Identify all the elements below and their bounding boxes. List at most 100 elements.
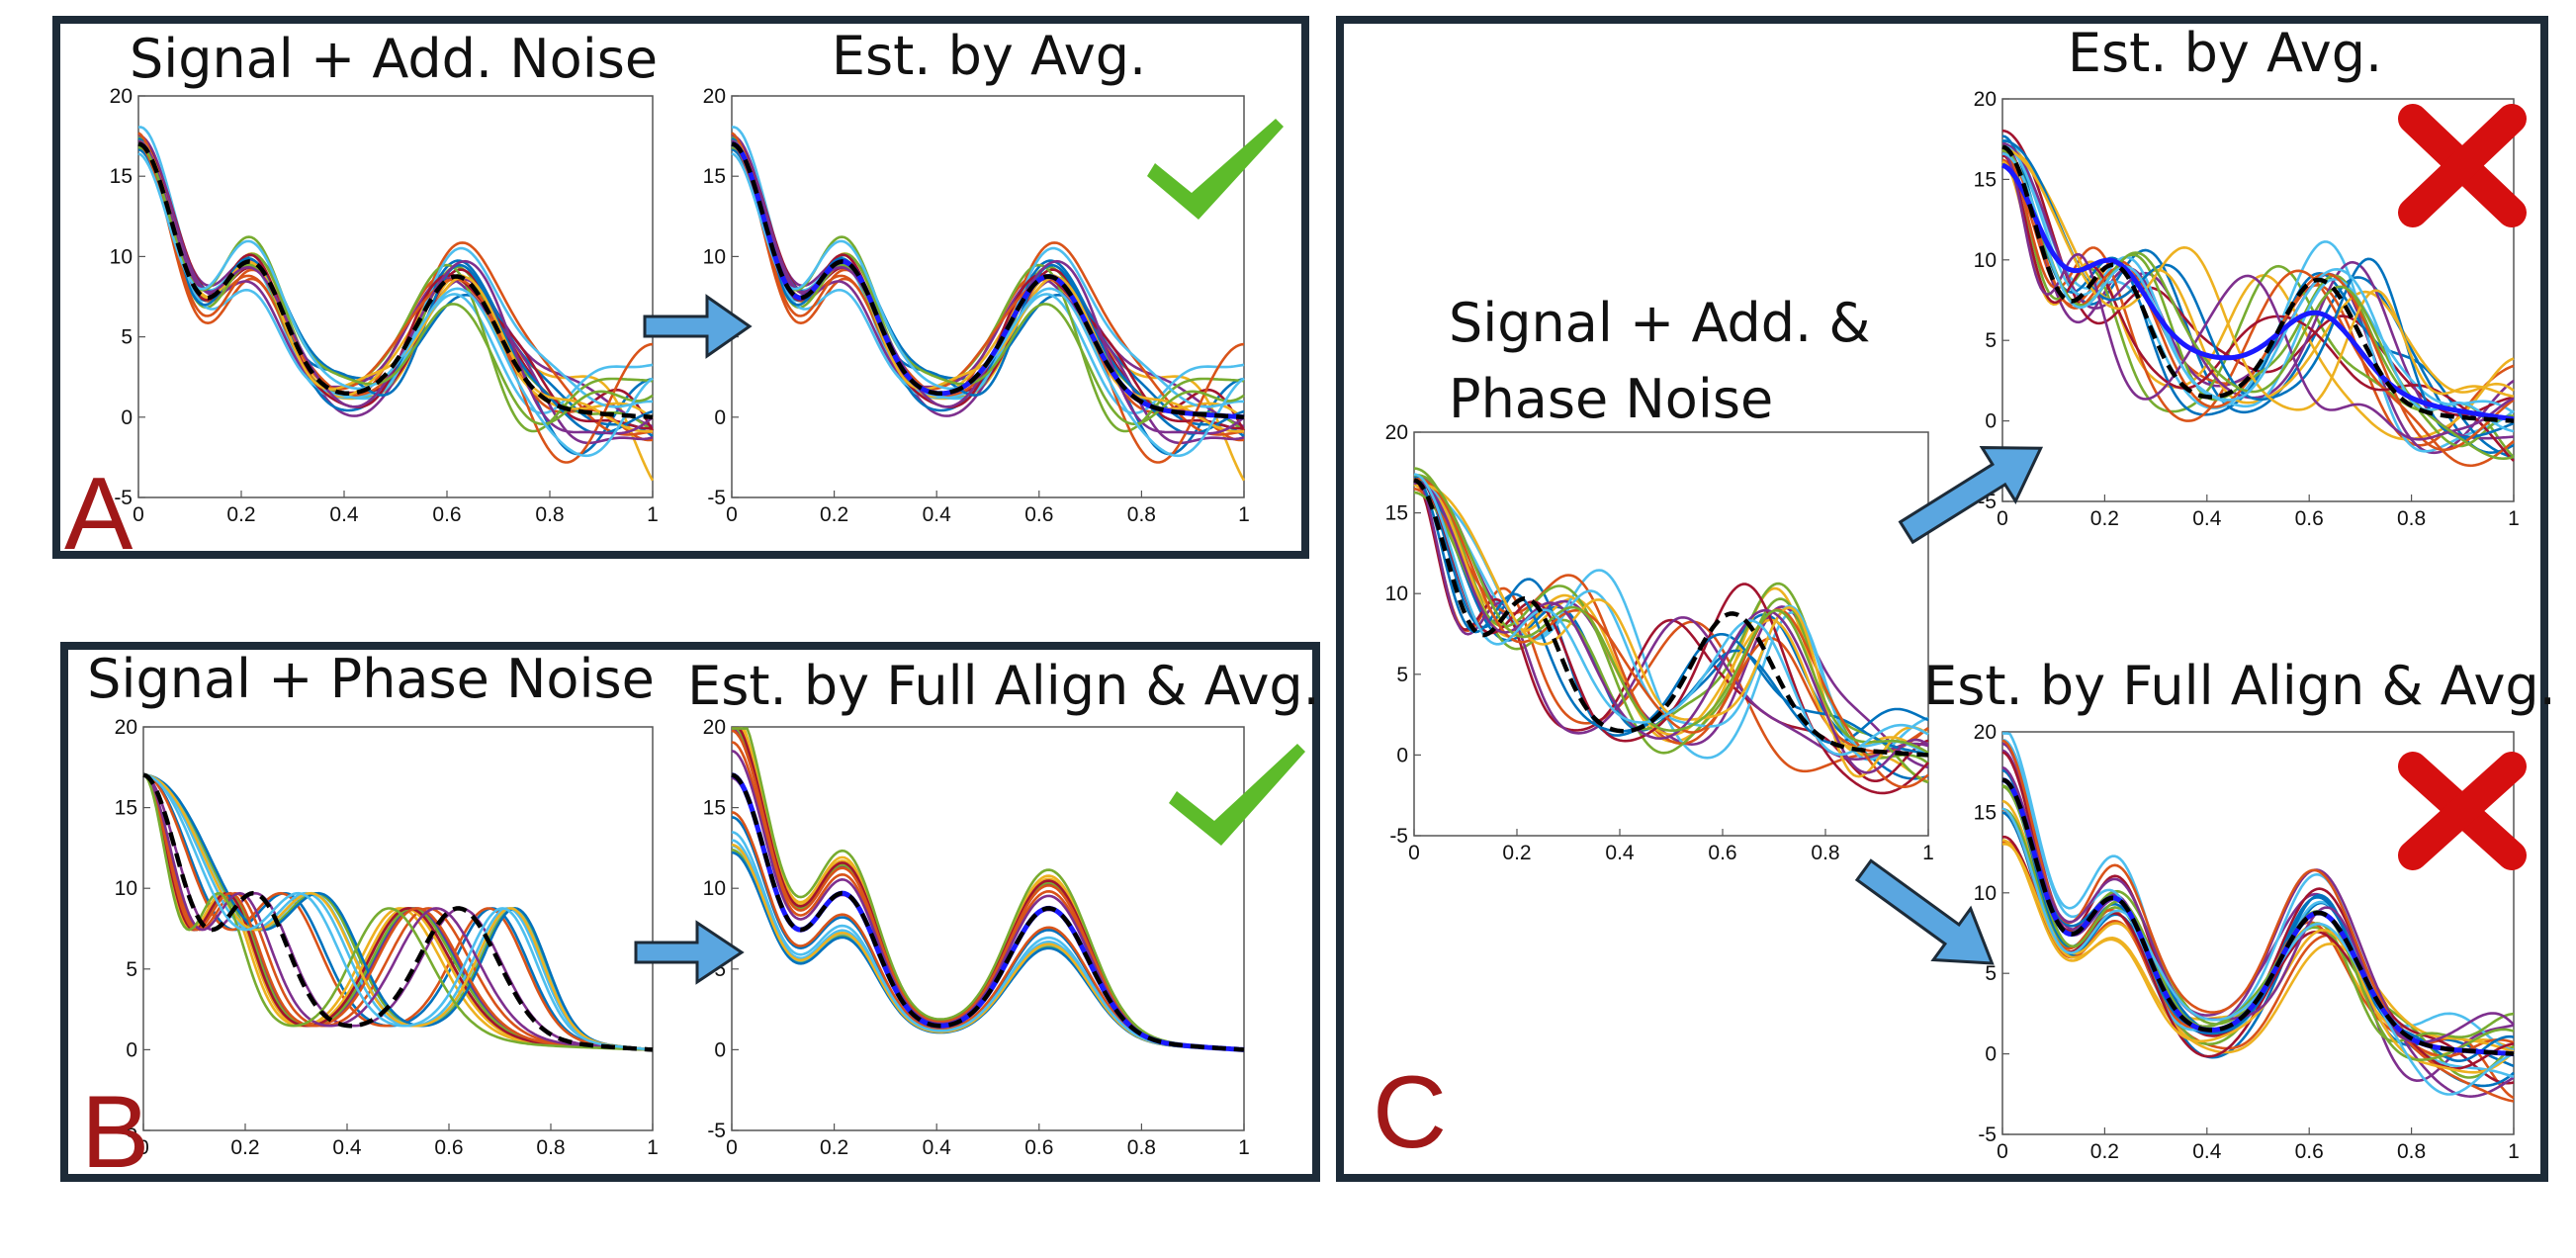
y-tick-label: 5: [1985, 962, 1997, 985]
y-tick-label: 20: [703, 716, 726, 739]
y-tick-label: 0: [714, 406, 726, 429]
x-tick-label: 0.6: [1708, 842, 1736, 864]
x-tick-label: 0.8: [2397, 507, 2426, 530]
y-tick-label: 10: [703, 245, 726, 268]
estimate-curve: [2000, 162, 2515, 422]
x-tick-label: 0.6: [434, 1136, 463, 1159]
x-tick-label: 0.2: [2090, 507, 2119, 530]
panel-label-a: A: [64, 457, 133, 572]
signal-curve: [2002, 144, 2515, 414]
signal-curve: [142, 773, 654, 1051]
y-tick-label: 20: [1974, 721, 1997, 744]
signal-curve: [731, 132, 1245, 464]
signal-curve: [1413, 478, 1929, 788]
x-tick-label: 0: [726, 1136, 738, 1159]
panel-label-c: C: [1373, 1055, 1447, 1170]
signal-curve: [731, 141, 1245, 408]
y-tick-label: 20: [703, 85, 726, 108]
y-tick-label: 15: [115, 797, 137, 820]
y-tick-label: 5: [714, 958, 726, 981]
y-tick-label: 0: [121, 406, 133, 429]
signal-curve: [1413, 483, 1929, 778]
y-tick-label: 10: [1385, 583, 1408, 605]
x-tick-label: 0.8: [1127, 503, 1156, 526]
signal-curve: [142, 773, 654, 1051]
y-tick-label: -5: [1389, 825, 1408, 848]
y-tick-label: 20: [1385, 421, 1408, 444]
x-tick-label: 0.6: [1024, 503, 1053, 526]
x-tick-label: 0: [1997, 507, 2008, 530]
y-tick-label: 10: [703, 877, 726, 900]
x-tick-label: 0.8: [535, 503, 564, 526]
x-tick-label: 0.8: [536, 1136, 565, 1159]
true-signal-curve: [731, 141, 1245, 420]
x-tick-label: 0.2: [2090, 1140, 2119, 1163]
signal-curve: [2001, 765, 2515, 1044]
y-tick-label: 10: [110, 245, 133, 268]
y-tick-label: -5: [114, 487, 133, 509]
y-tick-label: -5: [1978, 1123, 1997, 1146]
signal-curve: [137, 141, 654, 408]
y-tick-label: 5: [126, 958, 137, 981]
signal-curve: [2001, 842, 2515, 1074]
signal-curve: [1413, 473, 1929, 757]
x-tick-label: 0.2: [820, 503, 848, 526]
true-signal-curve: [142, 772, 654, 1052]
panel-label-b: B: [81, 1075, 149, 1190]
title-c-bottom-right: Est. by Full Align & Avg.: [1923, 655, 2556, 717]
check-icon: [1169, 744, 1305, 846]
y-tick-label: 20: [1974, 88, 1997, 111]
title-b-right: Est. by Full Align & Avg.: [687, 655, 1320, 717]
arrow-b-right-icon: [634, 920, 745, 985]
panel-b-frame: [60, 642, 1320, 1182]
signal-curve: [2001, 143, 2515, 404]
signal-curve: [2001, 835, 2515, 1070]
panel-c-frame: [1336, 16, 2548, 1182]
x-tick-label: 0.4: [2192, 507, 2222, 530]
y-tick-label: 10: [1974, 249, 1997, 272]
x-tick-label: 0.8: [2397, 1140, 2426, 1163]
x-tick-label: 0.4: [1605, 842, 1635, 864]
signal-curve: [1413, 482, 1929, 774]
y-tick-label: 20: [110, 85, 133, 108]
x-tick-label: 0.2: [226, 503, 255, 526]
y-tick-label: -5: [119, 1120, 137, 1142]
true-signal-curve: [2001, 777, 2515, 1056]
x-tick-label: 0.8: [1127, 1136, 1156, 1159]
x-tick-label: 0.6: [2295, 1140, 2324, 1163]
y-tick-label: 15: [1385, 502, 1408, 525]
signal-curve: [142, 773, 654, 1051]
signal-curve: [2001, 129, 2515, 417]
x-tick-label: 0: [133, 503, 144, 526]
y-tick-label: 5: [1985, 329, 1997, 352]
x-tick-label: 0.4: [923, 503, 952, 526]
x-tick-label: 0.6: [432, 503, 461, 526]
title-a-right: Est. by Avg.: [832, 25, 1146, 87]
x-tick-label: 0: [1997, 1140, 2008, 1163]
cross-icon: [2398, 104, 2527, 227]
x-tick-label: 1: [2508, 1140, 2520, 1163]
x-tick-label: 0.6: [2295, 507, 2324, 530]
x-tick-label: 0: [1408, 842, 1420, 864]
y-tick-label: 0: [714, 1038, 726, 1061]
signal-curve: [1413, 473, 1929, 755]
y-tick-label: 0: [1396, 744, 1408, 766]
x-tick-label: 0.4: [329, 503, 359, 526]
y-tick-label: 10: [1974, 882, 1997, 905]
title-c-left-line1: Signal + Add. &: [1449, 292, 1870, 354]
y-tick-label: 5: [1396, 664, 1408, 686]
true-signal-curve: [2001, 144, 2515, 423]
x-tick-label: 0.4: [2192, 1140, 2222, 1163]
y-tick-label: -5: [707, 487, 726, 509]
x-tick-label: 0: [137, 1136, 149, 1159]
title-a-left: Signal + Add. Noise: [130, 28, 658, 90]
signal-curve: [2001, 151, 2515, 468]
x-tick-label: 0.6: [1024, 1136, 1053, 1159]
y-tick-label: 15: [703, 797, 726, 820]
arrow-c-down-right-icon: [1854, 858, 1995, 965]
check-icon: [1147, 119, 1284, 220]
x-tick-label: 1: [2508, 507, 2520, 530]
x-tick-label: 0: [726, 503, 738, 526]
